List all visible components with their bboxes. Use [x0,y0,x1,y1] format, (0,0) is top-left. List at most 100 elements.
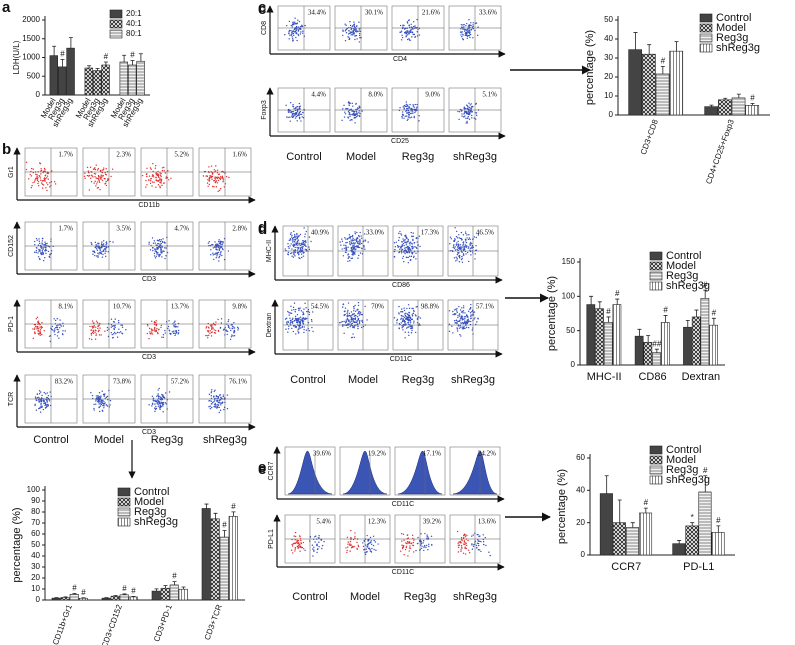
legend-label: Model [134,496,164,508]
dot [294,246,296,249]
dot [226,394,229,396]
dot [216,405,219,408]
bar [709,324,718,366]
dot [100,399,103,401]
dot [408,316,410,318]
dot [98,251,101,253]
error-bar [750,103,755,106]
dot [468,234,470,236]
dot [41,253,43,255]
dot [301,249,304,251]
dot [97,242,99,245]
dot [458,313,461,315]
dot [398,313,400,315]
dot [413,20,415,23]
dot [157,405,160,407]
dot [347,111,350,113]
dot [34,403,36,405]
dot [293,241,295,243]
dot [105,244,107,246]
dot [408,242,411,244]
flow-plot [284,446,336,496]
flow-plot [334,87,388,133]
dot [233,321,235,324]
dot [342,306,344,308]
dot [404,313,406,315]
dot [103,395,105,397]
dot [408,248,410,250]
dot [414,36,416,38]
dot [303,243,305,245]
dot [28,178,30,180]
bar [586,304,596,366]
dot [41,326,43,329]
dot [371,547,373,550]
dot [343,244,345,246]
dot [398,305,400,308]
dot [463,247,465,249]
dot [459,31,462,33]
dot [215,256,217,259]
dot [356,315,359,318]
dot [146,167,148,169]
flow-x-label: CD3 [142,429,156,436]
dot [300,542,303,545]
dot [219,247,221,250]
dot [214,253,217,255]
dot [40,179,42,181]
dot [292,330,295,333]
dot [219,177,221,180]
error-bar [617,499,622,523]
dot [358,105,360,107]
dot [466,117,469,120]
dot [285,317,288,320]
dot [406,237,408,239]
dot [465,326,468,329]
dot [152,247,154,249]
dot [413,115,415,118]
dot [458,327,461,329]
dot [342,303,345,305]
dot [216,407,218,409]
dot [156,253,158,255]
y-tick-label: 70 [31,518,40,527]
dot [463,254,465,256]
flow-plot [284,514,336,564]
dot [423,546,425,548]
error-bar [597,301,602,309]
dot [154,164,157,167]
dot [397,246,399,248]
dot [165,403,168,405]
dot [45,252,47,255]
dot [461,539,463,542]
dot [62,325,65,327]
dot [162,238,164,240]
flow-plot [339,446,391,496]
dot [38,400,40,402]
dot [90,334,93,336]
x-tick-label: CD3+TCR [203,603,224,641]
dot [215,176,218,179]
dot [292,114,294,116]
dot [466,319,469,321]
dot [484,536,486,539]
dot [466,251,469,254]
percentage-label: 8.0% [368,91,383,99]
dot [422,540,425,542]
dot [354,231,356,233]
dot [155,177,157,179]
dot [463,320,466,322]
dot [217,404,220,406]
dot [405,318,407,320]
flow-y-label: TCR [8,392,15,406]
dot [297,249,299,251]
dot [155,255,158,257]
dot [160,239,163,241]
dot [343,104,345,107]
dot [302,321,304,323]
dot [406,38,409,41]
dot [461,547,463,549]
dot [477,34,479,37]
dot [460,326,462,328]
dot [401,544,403,546]
